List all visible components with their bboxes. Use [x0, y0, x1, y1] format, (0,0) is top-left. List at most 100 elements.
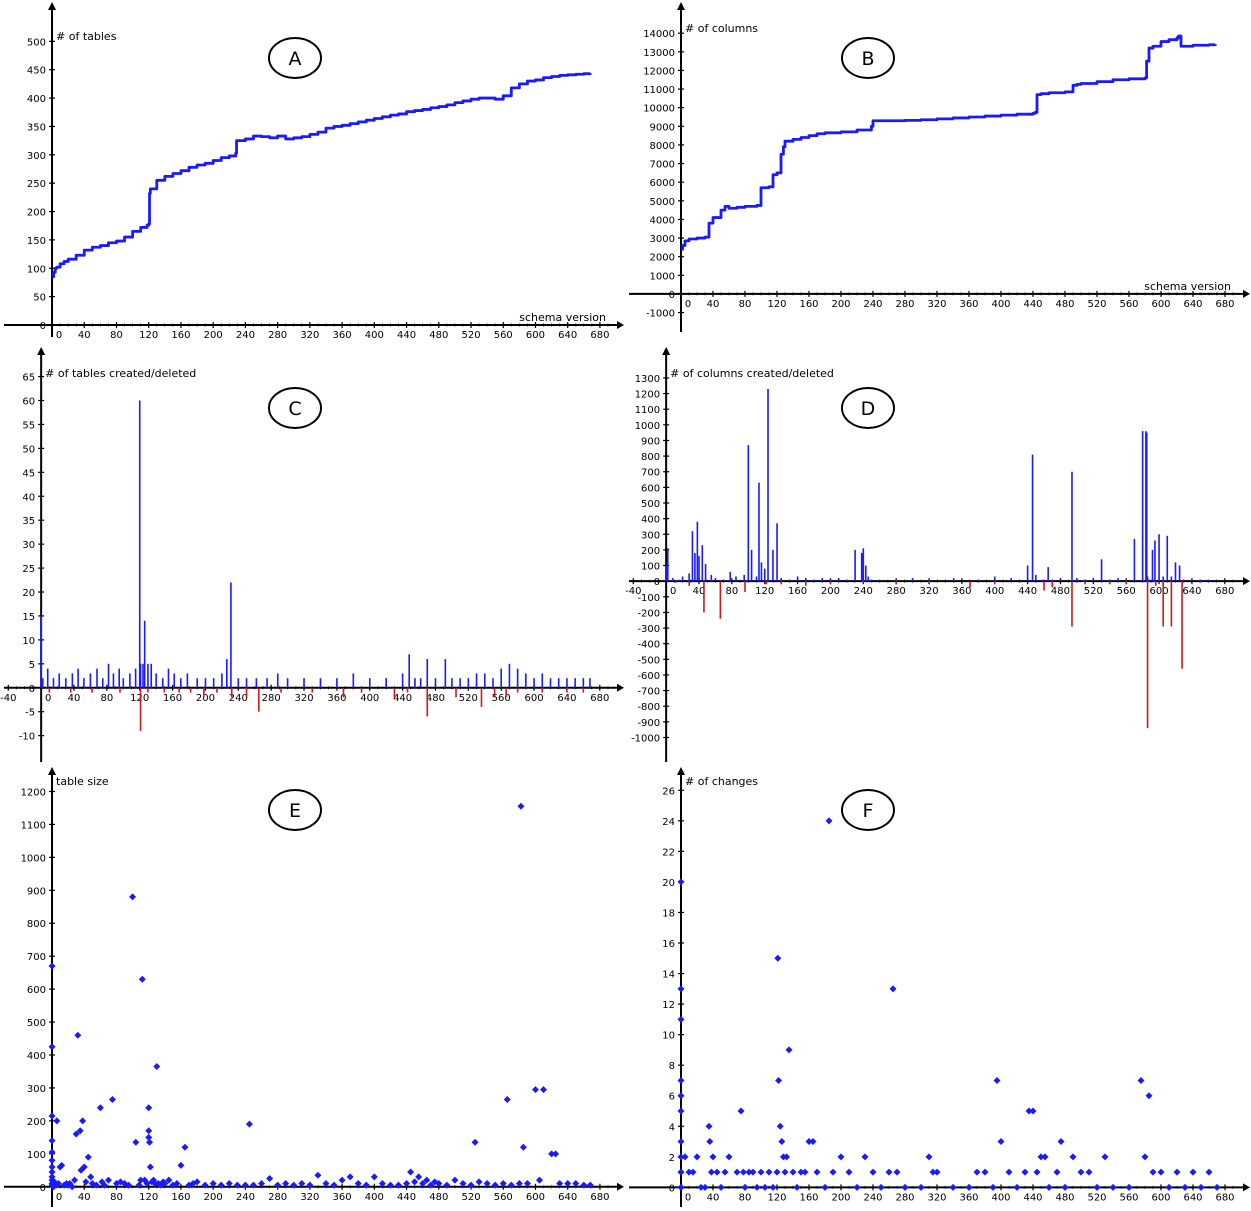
scatter-point-e: [475, 1178, 483, 1186]
scatter-point-e: [141, 1176, 149, 1184]
scatter-point-e: [290, 1181, 298, 1189]
x-tick-label-c: 40: [68, 693, 81, 704]
scatter-point-e: [50, 1183, 58, 1191]
scatter-point-f: [1077, 1168, 1085, 1176]
x-tick-label-f: 120: [767, 1192, 786, 1203]
x-tick-label-f: 520: [1087, 1192, 1106, 1203]
scatter-point-e: [427, 1181, 435, 1189]
scatter-point-f: [737, 1107, 745, 1115]
x-tick-label-c: 320: [294, 693, 313, 704]
scatter-point-e: [217, 1181, 225, 1189]
y-tick-label-c: 65: [22, 373, 35, 384]
y-tick-label-a: 500: [27, 37, 46, 48]
x-tick-label-c: 280: [262, 693, 281, 704]
scatter-point-f: [1033, 1168, 1041, 1176]
scatter-point-f: [706, 1138, 714, 1146]
x-tick-label-d: 640: [1182, 586, 1201, 597]
scatter-point-e: [552, 1150, 560, 1158]
y-tick-label-d: 1200: [635, 390, 660, 401]
scatter-point-f: [1069, 1153, 1077, 1161]
x-tick-label-b: 360: [959, 299, 978, 310]
x-tick-label-a: 0: [56, 330, 62, 341]
scatter-point-e: [137, 1176, 145, 1184]
scatter-point-e: [193, 1178, 201, 1186]
scatter-point-e: [209, 1179, 217, 1187]
x-tick-label-d: 40: [693, 586, 706, 597]
scatter-point-e: [346, 1173, 354, 1181]
scatter-point-e: [177, 1161, 185, 1169]
scatter-point-e: [586, 1181, 594, 1189]
y-tick-label-f: 4: [669, 1122, 675, 1133]
scatter-point-e: [517, 802, 525, 810]
scatter-point-f: [765, 1168, 773, 1176]
x-tick-label-a: 240: [236, 330, 255, 341]
scatter-point-f: [713, 1168, 721, 1176]
panel-badge-a: [268, 37, 322, 79]
y-axis-arrow-e: [48, 767, 57, 775]
x-tick-label-c: 0: [45, 693, 51, 704]
scatter-point-e: [491, 1181, 499, 1189]
y-tick-label-d: -100: [637, 593, 660, 604]
x-tick-label-d: -40: [625, 586, 641, 597]
y-tick-label-d: 800: [641, 452, 660, 463]
scatter-point-f: [705, 1122, 713, 1130]
y-tick-label-b: 8000: [650, 141, 675, 152]
y-tick-label-b: 2000: [650, 253, 675, 264]
x-tick-label-d: 600: [1150, 586, 1169, 597]
scatter-point-f: [1145, 1092, 1153, 1100]
y-tick-label-f: 8: [669, 1061, 675, 1072]
scatter-point-f: [877, 1183, 885, 1191]
y-tick-label-e: 1100: [21, 820, 46, 831]
x-axis-arrow-b: [1243, 289, 1250, 298]
scatter-point-e: [132, 1138, 140, 1146]
scatter-point-f: [1205, 1168, 1213, 1176]
scatter-point-f: [793, 1183, 801, 1191]
scatter-point-f: [677, 1015, 685, 1023]
scatter-point-e: [306, 1181, 314, 1189]
x-tick-label-c: 400: [360, 693, 379, 704]
y-tick-label-e: 800: [27, 919, 46, 930]
scatter-point-f: [773, 1168, 781, 1176]
y-tick-label-b: 3000: [650, 234, 675, 245]
x-tick-label-d: 0: [670, 586, 676, 597]
x-tick-label-d: 440: [1018, 586, 1037, 597]
scatter-point-e: [415, 1173, 423, 1181]
scatter-point-e: [129, 893, 137, 901]
x-tick-label-a: 80: [110, 330, 123, 341]
scatter-point-e: [146, 1138, 154, 1146]
scatter-point-f: [677, 1107, 685, 1115]
y-tick-label-d: 1300: [635, 374, 660, 385]
scatter-point-e: [68, 1183, 76, 1191]
scatter-point-f: [1057, 1138, 1065, 1146]
y-tick-label-e: 300: [27, 1084, 46, 1095]
scatter-point-e: [150, 1176, 158, 1184]
y-tick-label-f: 18: [662, 908, 675, 919]
scatter-point-e: [556, 1179, 564, 1187]
y-tick-label-c: 35: [22, 516, 35, 527]
y-tick-label-c: 10: [22, 636, 35, 647]
scatter-point-e: [370, 1173, 378, 1181]
y-tick-label-d: -300: [637, 624, 660, 635]
x-tick-label-c: 680: [590, 693, 609, 704]
y-tick-label-c: 20: [22, 588, 35, 599]
x-axis-arrow-d: [1243, 577, 1250, 586]
y-tick-label-f: 14: [662, 970, 675, 981]
panel-badge-d: [841, 387, 895, 429]
x-tick-label-b: 560: [1119, 299, 1138, 310]
scatter-point-f: [677, 1092, 685, 1100]
y-tick-label-e: 1200: [21, 787, 46, 798]
x-tick-label-e: 680: [590, 1192, 609, 1203]
x-tick-label-a: 600: [526, 330, 545, 341]
x-tick-label-a: 160: [171, 330, 190, 341]
x-tick-label-f: 600: [1151, 1192, 1170, 1203]
y-tick-label-f: 10: [662, 1031, 675, 1042]
scatter-point-f: [901, 1183, 909, 1191]
scatter-point-e: [419, 1179, 427, 1187]
y-tick-label-e: 100: [27, 1150, 46, 1161]
panel-badge-e: [268, 789, 322, 831]
x-tick-label-c: 120: [130, 693, 149, 704]
y-tick-label-a: 350: [27, 122, 46, 133]
y-tick-label-f: 12: [662, 1000, 675, 1011]
scatter-point-e: [165, 1176, 173, 1184]
scatter-point-e: [499, 1179, 507, 1187]
